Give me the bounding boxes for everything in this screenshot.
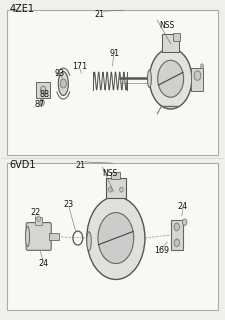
Text: NSS: NSS [160,21,175,30]
Text: 171: 171 [72,62,88,71]
Circle shape [174,223,180,231]
Circle shape [194,71,201,80]
Bar [106,178,126,198]
Bar [36,82,50,98]
Circle shape [120,187,123,192]
Bar [191,68,203,92]
Text: 21: 21 [75,161,85,170]
Text: 22: 22 [30,208,40,217]
Ellipse shape [98,212,134,264]
Text: 169: 169 [154,246,169,255]
Text: 4ZE1: 4ZE1 [10,4,35,14]
Circle shape [40,86,46,94]
Circle shape [174,239,180,247]
Bar [49,233,59,240]
Text: 24: 24 [178,202,188,211]
Bar [7,10,218,155]
Circle shape [200,64,203,68]
Circle shape [149,49,192,109]
Circle shape [37,216,41,222]
Text: 93: 93 [55,68,65,77]
Bar [35,217,42,225]
Ellipse shape [25,226,29,247]
Text: NSS: NSS [102,169,118,178]
Bar [173,33,180,41]
Text: 24: 24 [38,259,48,268]
Bar [162,34,179,52]
Text: 6VD1: 6VD1 [10,160,36,170]
Ellipse shape [147,70,151,87]
Circle shape [60,79,66,88]
Text: 91: 91 [110,49,120,59]
Text: 87: 87 [34,100,44,109]
Text: 23: 23 [64,200,74,209]
Bar [111,172,120,179]
Bar [7,163,218,310]
Ellipse shape [87,232,91,251]
Circle shape [158,60,184,97]
FancyBboxPatch shape [26,223,51,250]
Text: 21: 21 [94,10,104,19]
Text: 88: 88 [40,90,50,99]
Circle shape [40,100,44,106]
Circle shape [108,187,112,192]
Bar [171,220,183,250]
Ellipse shape [58,72,68,95]
Circle shape [182,219,187,225]
Ellipse shape [87,197,145,279]
